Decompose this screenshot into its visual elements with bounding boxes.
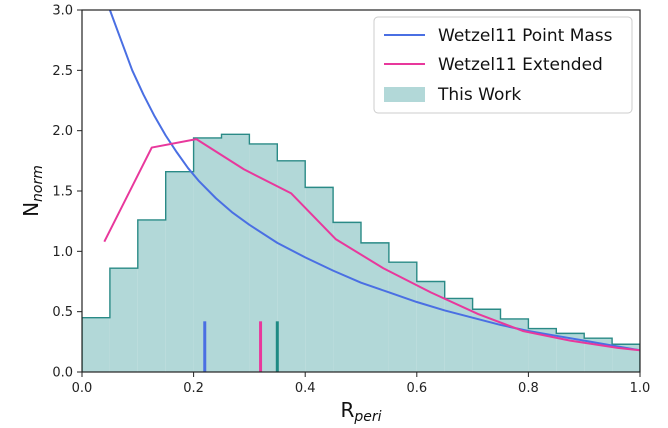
- legend-label-this-work: This Work: [437, 85, 521, 105]
- x-axis-label-sub: peri: [353, 409, 381, 425]
- x-axis-label: Rperi: [340, 398, 381, 425]
- histogram-bar: [221, 134, 250, 372]
- histogram-bar: [333, 222, 361, 372]
- legend-label-point-mass: Wetzel11 Point Mass: [438, 26, 613, 46]
- x-tick-label: 0.6: [406, 381, 427, 396]
- legend-label-extended: Wetzel11 Extended: [438, 55, 603, 75]
- plot-area: [82, 10, 640, 372]
- y-tick-label: 0.0: [52, 366, 73, 381]
- x-tick-label: 0.4: [295, 381, 316, 396]
- axis-ticks: 0.0 0.2 0.4 0.6 0.8 1.0 0.0 0.5 1.0 1.5 2.0 2.5 3.0: [52, 4, 650, 397]
- y-axis-label: Nnorm: [19, 165, 46, 217]
- legend-swatch-this-work: [384, 87, 425, 102]
- histogram-bar: [109, 268, 138, 372]
- y-tick-label: 2.0: [52, 124, 73, 139]
- histogram-bar: [388, 262, 417, 372]
- histogram-bar: [137, 219, 166, 372]
- series-line-point-mass: [108, 10, 640, 352]
- x-tick-label: 0.0: [72, 381, 93, 396]
- y-tick-label: 1.0: [52, 245, 73, 260]
- y-tick-label: 0.5: [52, 305, 73, 320]
- y-axis-label-sub: norm: [30, 165, 46, 202]
- series-line-extended: [103, 138, 640, 352]
- histogram-bar: [416, 281, 445, 372]
- legend: Wetzel11 Point Mass Wetzel11 Extended Th…: [373, 16, 633, 114]
- x-tick-label: 0.8: [518, 381, 539, 396]
- histogram-bar: [82, 317, 110, 372]
- y-axis-label-main: N: [19, 202, 43, 217]
- y-tick-label: 2.5: [52, 64, 73, 79]
- histogram-bar: [193, 137, 222, 372]
- histogram-outline: [82, 133, 640, 372]
- y-tick-label: 1.5: [52, 185, 73, 200]
- histogram-bar: [361, 242, 389, 372]
- histogram-bar: [277, 160, 306, 372]
- x-tick-label: 1.0: [630, 381, 651, 396]
- histogram-bar: [305, 187, 334, 372]
- x-axis-label-main: R: [340, 398, 354, 422]
- histogram-bar: [249, 143, 278, 372]
- x-tick-label: 0.2: [183, 381, 204, 396]
- legend-box: [373, 16, 633, 114]
- histogram-bar: [165, 171, 194, 372]
- y-tick-label: 3.0: [52, 4, 73, 19]
